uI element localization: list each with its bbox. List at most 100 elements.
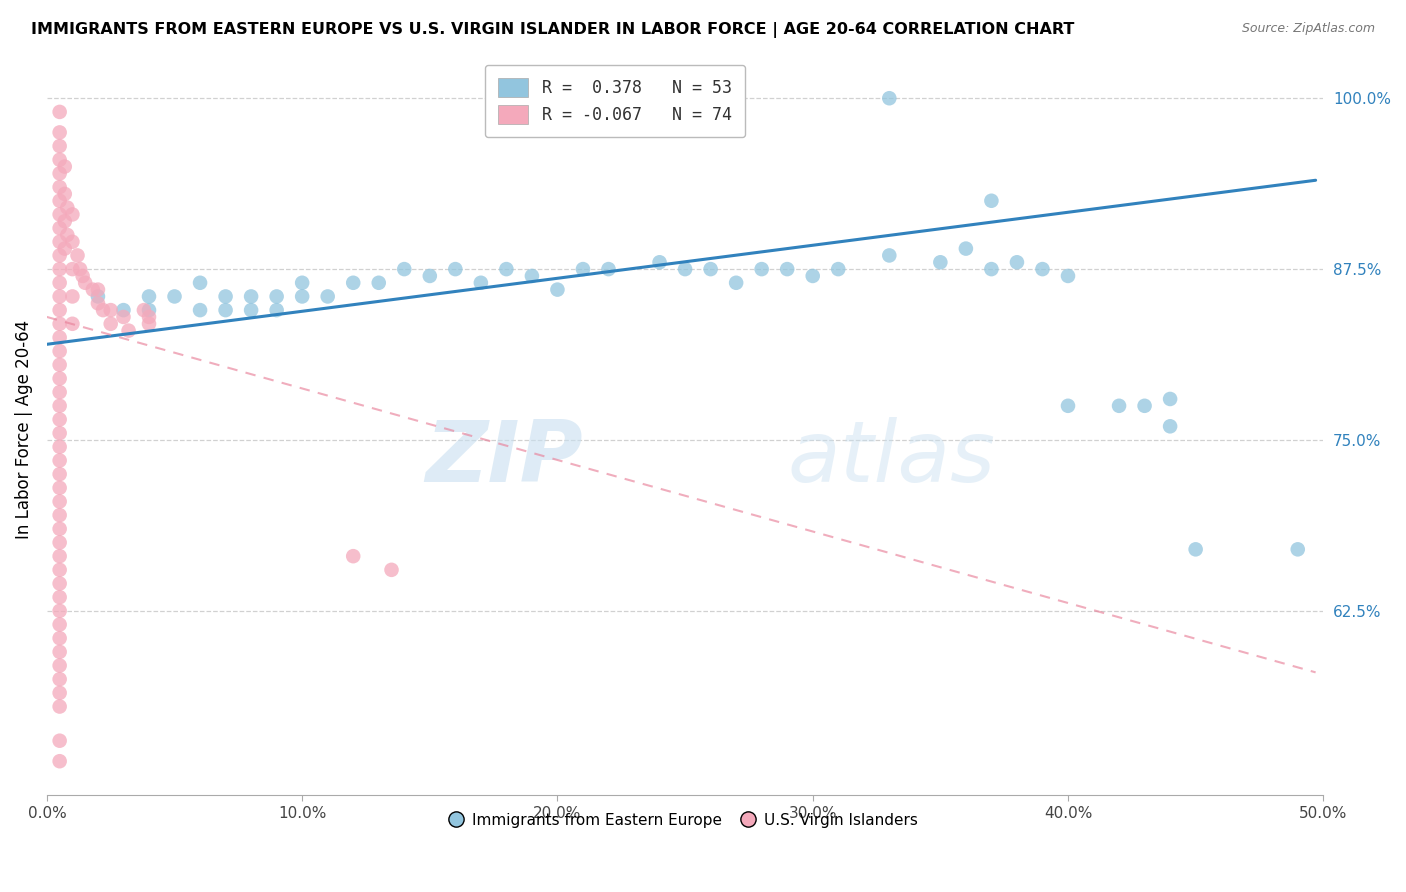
Point	[48, 658, 70, 673]
Point	[394, 262, 416, 277]
Point	[980, 194, 1002, 208]
Point	[48, 104, 70, 119]
Point	[53, 242, 76, 256]
Point	[48, 180, 70, 194]
Point	[62, 317, 84, 331]
Point	[1108, 399, 1130, 413]
Point	[572, 262, 595, 277]
Point	[316, 289, 339, 303]
Point	[1159, 392, 1181, 406]
Point	[801, 268, 824, 283]
Point	[48, 385, 70, 400]
Point	[725, 276, 748, 290]
Point	[827, 262, 849, 277]
Point	[48, 508, 70, 523]
Point	[48, 699, 70, 714]
Point	[48, 672, 70, 686]
Point	[48, 522, 70, 536]
Point	[495, 262, 517, 277]
Point	[419, 268, 441, 283]
Point	[48, 235, 70, 249]
Point	[598, 262, 620, 277]
Point	[214, 303, 236, 318]
Point	[53, 160, 76, 174]
Point	[72, 268, 94, 283]
Point	[188, 276, 211, 290]
Point	[48, 494, 70, 508]
Point	[87, 283, 110, 297]
Point	[62, 289, 84, 303]
Y-axis label: In Labor Force | Age 20-64: In Labor Force | Age 20-64	[15, 320, 32, 540]
Point	[520, 268, 543, 283]
Point	[138, 310, 160, 324]
Point	[62, 235, 84, 249]
Point	[1159, 419, 1181, 434]
Point	[48, 535, 70, 549]
Point	[100, 303, 122, 318]
Text: Source: ZipAtlas.com: Source: ZipAtlas.com	[1241, 22, 1375, 36]
Point	[48, 262, 70, 277]
Point	[48, 248, 70, 262]
Point	[91, 303, 114, 318]
Point	[75, 276, 97, 290]
Point	[48, 125, 70, 139]
Point	[546, 283, 568, 297]
Point	[48, 317, 70, 331]
Point	[48, 645, 70, 659]
Point	[48, 453, 70, 467]
Point	[48, 303, 70, 318]
Point	[48, 549, 70, 564]
Point	[48, 563, 70, 577]
Point	[48, 139, 70, 153]
Point	[48, 371, 70, 385]
Point	[266, 303, 288, 318]
Point	[48, 166, 70, 180]
Point	[66, 248, 89, 262]
Point	[48, 276, 70, 290]
Point	[1057, 268, 1080, 283]
Point	[112, 310, 135, 324]
Point	[48, 754, 70, 768]
Point	[48, 481, 70, 495]
Point	[87, 289, 110, 303]
Point	[112, 303, 135, 318]
Point	[214, 289, 236, 303]
Point	[240, 289, 263, 303]
Point	[955, 242, 977, 256]
Point	[1005, 255, 1028, 269]
Point	[48, 153, 70, 167]
Point	[673, 262, 696, 277]
Point	[1286, 542, 1309, 557]
Point	[980, 262, 1002, 277]
Point	[53, 186, 76, 201]
Point	[100, 317, 122, 331]
Point	[69, 262, 91, 277]
Point	[1031, 262, 1053, 277]
Point	[138, 317, 160, 331]
Point	[82, 283, 104, 297]
Point	[699, 262, 721, 277]
Point	[342, 276, 364, 290]
Point	[342, 549, 364, 564]
Text: ZIP: ZIP	[426, 417, 583, 500]
Point	[53, 214, 76, 228]
Point	[470, 276, 492, 290]
Point	[48, 412, 70, 426]
Point	[367, 276, 389, 290]
Point	[291, 276, 314, 290]
Text: atlas: atlas	[787, 417, 995, 500]
Point	[444, 262, 467, 277]
Point	[1133, 399, 1156, 413]
Point	[879, 248, 901, 262]
Point	[929, 255, 952, 269]
Point	[62, 262, 84, 277]
Point	[87, 296, 110, 310]
Point	[240, 303, 263, 318]
Point	[56, 227, 79, 242]
Point	[48, 358, 70, 372]
Point	[48, 426, 70, 441]
Point	[48, 440, 70, 454]
Point	[380, 563, 402, 577]
Point	[163, 289, 186, 303]
Point	[117, 324, 139, 338]
